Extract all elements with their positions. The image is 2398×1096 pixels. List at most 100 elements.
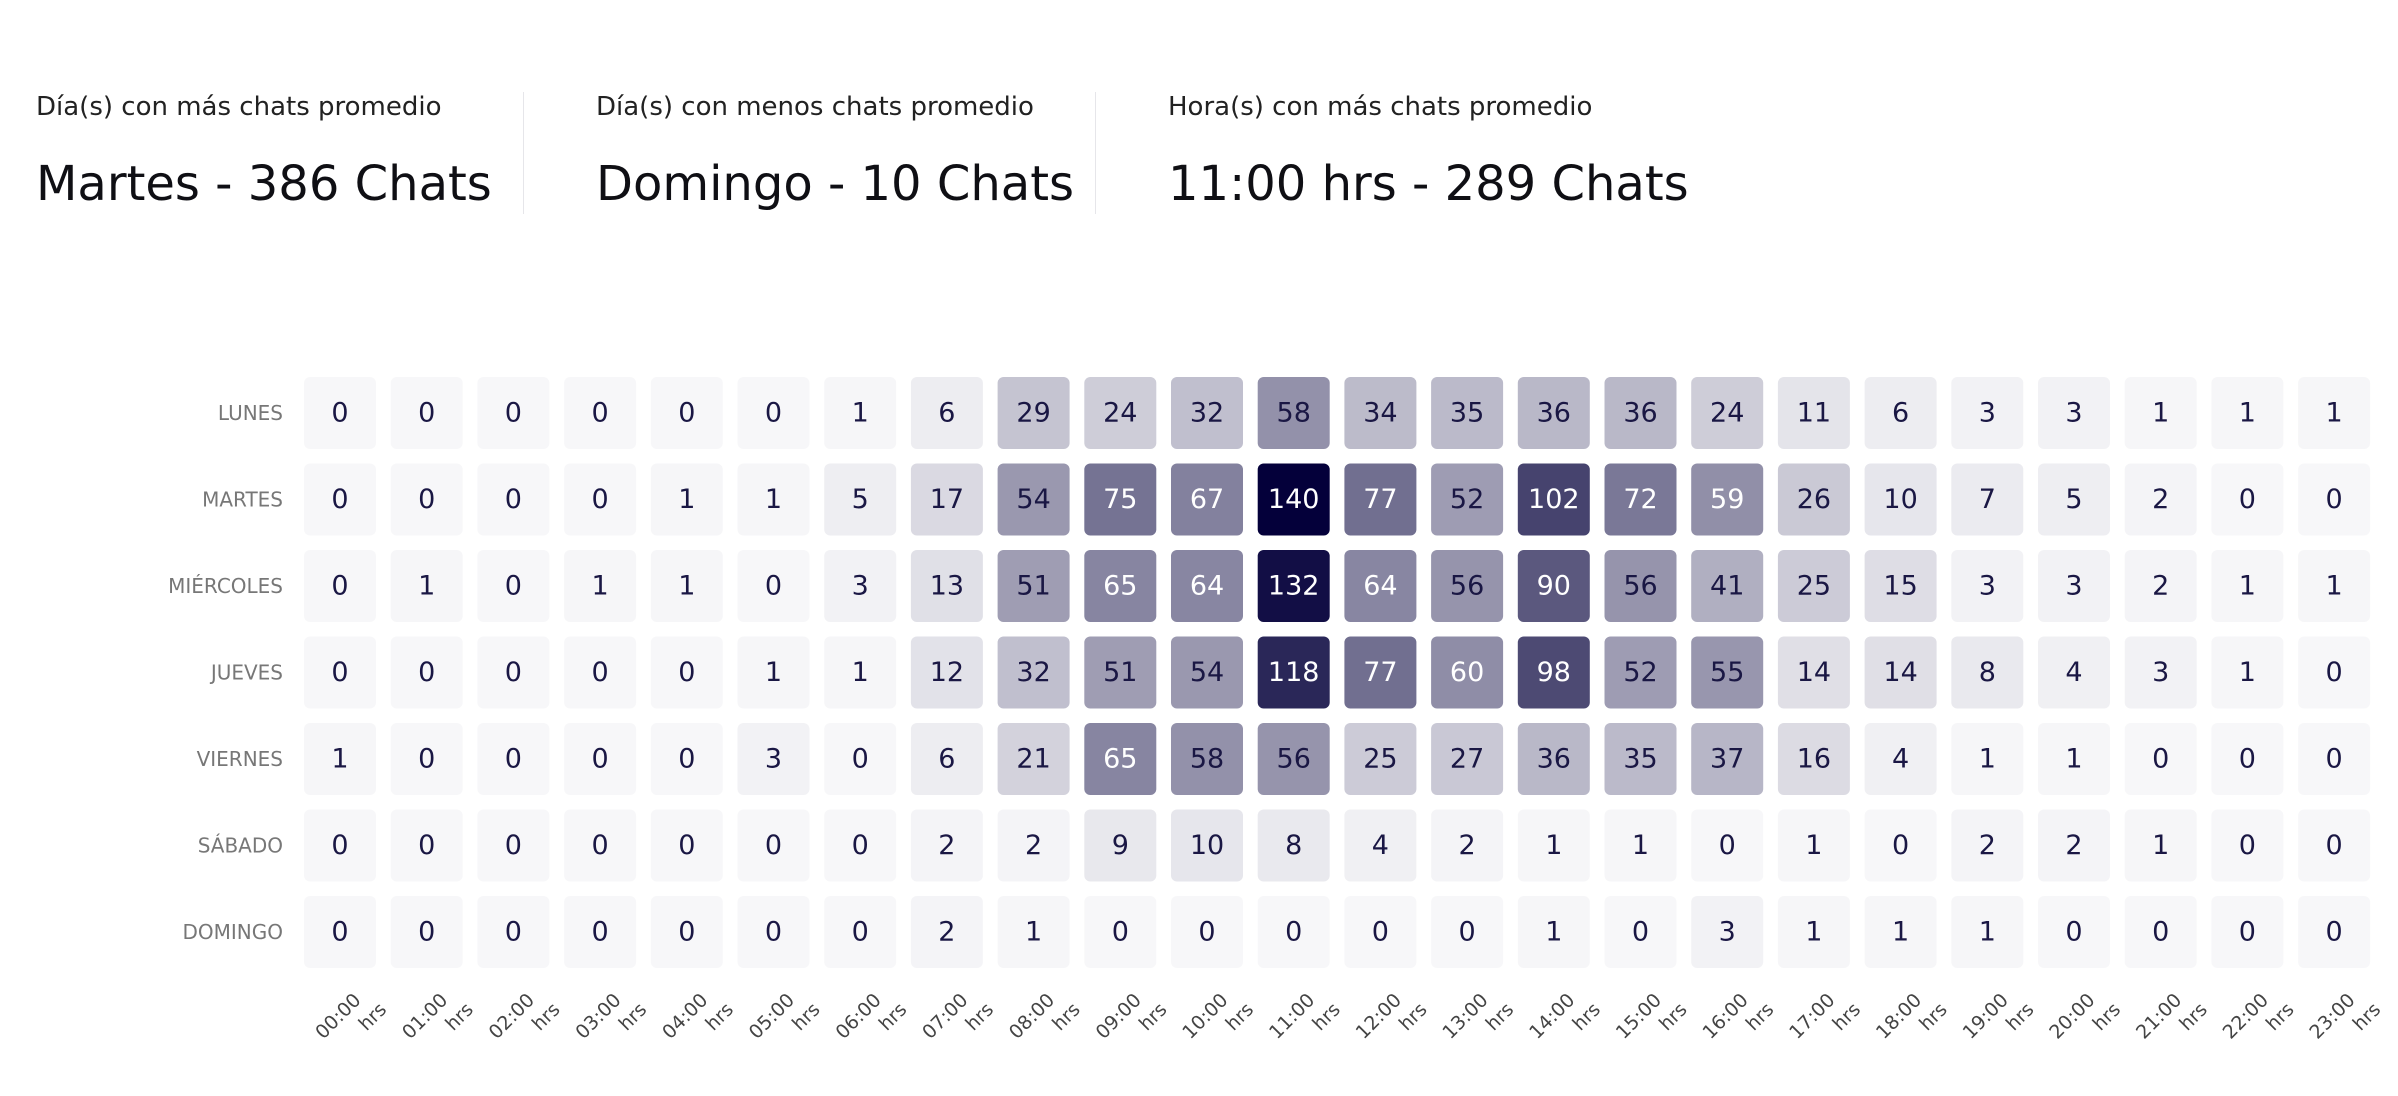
chats-heatmap: LUNES 0 0 0 0 0 0 1 6 29 24 32 58 34 35 36 36 24 11 6 3 3 1 1 1M… (168, 377, 2385, 1061)
heatmap-cell-fill (1604, 550, 1677, 622)
heatmap-cell: 24 (1691, 377, 1764, 449)
heatmap-cell-fill (1517, 550, 1590, 622)
heatmap-cell: 4 (2038, 636, 2110, 709)
heatmap-cell: 3 (2038, 550, 2110, 622)
heatmap-cell-value: 17 (930, 484, 964, 515)
heatmap-cell-value: 1 (2239, 657, 2256, 688)
heatmap-cell-value: 0 (418, 744, 435, 775)
heatmap-cell-fill (1864, 636, 1937, 709)
heatmap-cell: 1 (852, 657, 869, 688)
heatmap-cell: 14 (1777, 636, 1850, 709)
heatmap-cell: 0 (2326, 830, 2343, 861)
heatmap-cell-fill (1951, 809, 2024, 882)
heatmap-cell-fill (910, 636, 983, 709)
heatmap-cell: 8 (1257, 809, 1330, 882)
heatmap-cell-value: 1 (2239, 571, 2256, 602)
heatmap-cell: 32 (1171, 377, 1243, 449)
heatmap-cell: 0 (2152, 744, 2169, 775)
heatmap-cell-fill (824, 463, 897, 536)
heatmap-cell: 0 (2326, 657, 2343, 688)
heatmap-cell-fill (2124, 550, 2197, 622)
stat-divider (523, 92, 524, 214)
heatmap-cell-fill (1257, 550, 1330, 622)
heatmap-cell: 34 (1344, 377, 1417, 449)
heatmap-cell-value: 0 (765, 398, 782, 429)
heatmap-cell-fill (1951, 463, 2024, 536)
heatmap-cell-value: 29 (1016, 398, 1050, 429)
hour-tick-label: 12:00hrs (1352, 981, 1432, 1061)
heatmap-cell-fill (1171, 809, 1243, 882)
heatmap-cell-value: 0 (765, 917, 782, 948)
heatmap-cell-value: 1 (1892, 917, 1909, 948)
heatmap-cell: 32 (997, 636, 1070, 709)
day-label: VIERNES (197, 747, 283, 771)
heatmap-cell-fill (1517, 377, 1590, 449)
heatmap-cell: 56 (1257, 723, 1330, 795)
heatmap-cell-value: 65 (1103, 571, 1137, 602)
heatmap-cell-fill (1604, 636, 1677, 709)
heatmap-cell-fill (997, 550, 1070, 622)
heatmap-cell-fill (910, 896, 983, 968)
heatmap-cell-value: 0 (852, 744, 869, 775)
heatmap-cell: 1 (418, 571, 435, 602)
heatmap-cell: 2 (910, 809, 983, 882)
hour-tick-label: 16:00hrs (1698, 981, 1778, 1061)
heatmap-cell-value: 1 (765, 484, 782, 515)
heatmap-cell-fill (910, 550, 983, 622)
heatmap-cell-fill (1084, 723, 1157, 795)
heatmap-cell-value: 0 (2326, 484, 2343, 515)
heatmap-cell-value: 102 (1528, 484, 1580, 515)
heatmap-cell-value: 0 (678, 830, 695, 861)
heatmap-cell-value: 3 (2065, 398, 2082, 429)
heatmap-cell-value: 0 (592, 484, 609, 515)
heatmap-cell: 0 (592, 484, 609, 515)
heatmap-cell: 52 (1431, 463, 1504, 536)
heatmap-cell: 6 (910, 723, 983, 795)
heatmap-cell-fill (1084, 463, 1157, 536)
heatmap-cell-value: 16 (1797, 744, 1831, 775)
heatmap-cell-value: 132 (1268, 571, 1320, 602)
heatmap-cell: 59 (1691, 463, 1764, 536)
heatmap-cell-value: 1 (852, 657, 869, 688)
heatmap-cell: 36 (1517, 377, 1590, 449)
heatmap-cell-fill (1344, 723, 1417, 795)
heatmap-cell: 1 (1805, 917, 1822, 948)
heatmap-cell-value: 32 (1016, 657, 1050, 688)
heatmap-cell-value: 67 (1190, 484, 1224, 515)
heatmap-cell-value: 140 (1268, 484, 1320, 515)
heatmap-cell: 56 (1604, 550, 1677, 622)
heatmap-cell: 0 (852, 744, 869, 775)
heatmap-cell-value: 36 (1537, 398, 1571, 429)
heatmap-cell-value: 0 (505, 398, 522, 429)
heatmap-cell: 2 (2124, 550, 2197, 622)
heatmap-cell: 1 (2239, 398, 2256, 429)
heatmap-cell-value: 37 (1710, 744, 1744, 775)
heatmap-cell-fill (1431, 550, 1504, 622)
heatmap-cell: 0 (505, 657, 522, 688)
heatmap-cell: 0 (418, 657, 435, 688)
heatmap-cell: 55 (1691, 636, 1764, 709)
hour-tick-label: 13:00hrs (1438, 981, 1518, 1061)
heatmap-cell: 54 (1171, 636, 1243, 709)
heatmap-cell: 56 (1431, 550, 1504, 622)
heatmap-cell-value: 4 (2065, 657, 2082, 688)
heatmap-cell-fill (1431, 377, 1504, 449)
heatmap-cell-value: 0 (418, 917, 435, 948)
heatmap-cell-value: 12 (930, 657, 964, 688)
heatmap-cell: 0 (678, 657, 695, 688)
heatmap-cell-value: 64 (1190, 571, 1224, 602)
heatmap-cell-fill (2038, 377, 2110, 449)
heatmap-cell-value: 0 (331, 657, 348, 688)
hour-tick-label: 07:00hrs (918, 981, 998, 1061)
heatmap-cell: 98 (1517, 636, 1590, 709)
heatmap-cell-fill (997, 723, 1070, 795)
hour-tick-label: 06:00hrs (831, 981, 911, 1061)
heatmap-cell: 36 (1604, 377, 1677, 449)
heatmap-cell-value: 1 (765, 657, 782, 688)
heatmap-cell-value: 1 (1805, 917, 1822, 948)
heatmap-cell: 0 (1112, 917, 1129, 948)
heatmap-cell: 0 (592, 657, 609, 688)
heatmap-cell-value: 55 (1710, 657, 1744, 688)
heatmap-cell-value: 3 (765, 744, 782, 775)
heatmap-cell-fill (1344, 636, 1417, 709)
